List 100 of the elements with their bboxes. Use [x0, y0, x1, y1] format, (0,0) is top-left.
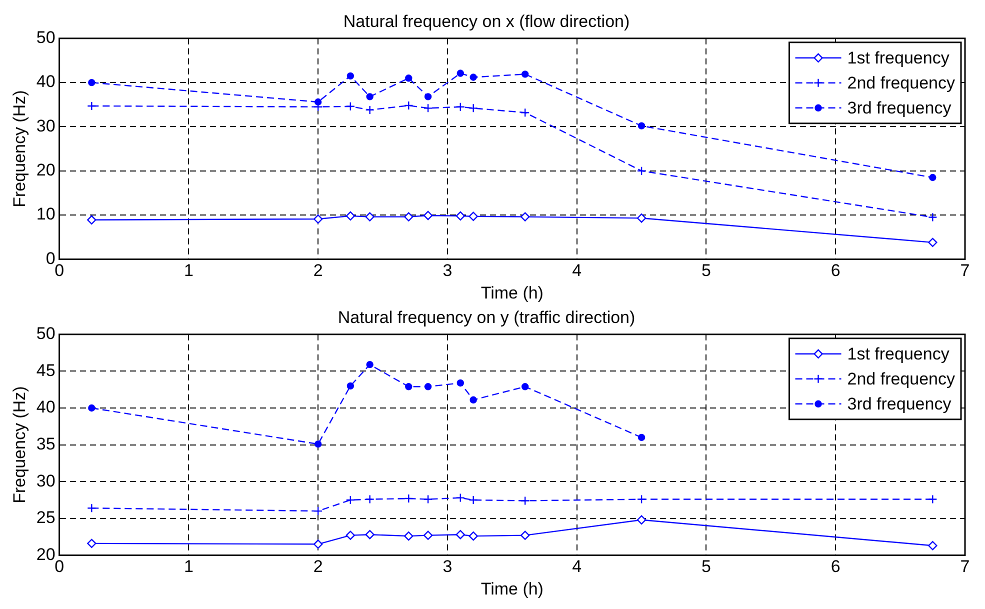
point — [365, 530, 374, 540]
point — [521, 70, 529, 78]
point — [456, 70, 464, 77]
point — [520, 212, 530, 222]
point — [636, 166, 646, 176]
point — [365, 212, 374, 222]
y-tick-label: 20 — [36, 544, 56, 564]
point — [404, 494, 414, 504]
y-axis-title: Frequency (Hz) — [10, 386, 29, 504]
point — [313, 506, 323, 516]
point — [346, 211, 356, 221]
point — [468, 495, 478, 505]
point — [404, 100, 414, 110]
point — [456, 211, 465, 221]
point — [928, 238, 938, 248]
point — [423, 494, 433, 504]
point — [313, 214, 323, 224]
point — [346, 102, 356, 112]
point — [366, 360, 374, 368]
point — [313, 540, 323, 549]
point — [928, 494, 938, 504]
point — [424, 383, 432, 390]
chart-title: Natural frequency on x (flow direction) — [343, 12, 630, 31]
point — [470, 396, 477, 404]
point — [365, 494, 374, 504]
point — [468, 212, 478, 221]
point — [87, 101, 96, 111]
point — [928, 541, 938, 550]
point — [423, 530, 433, 540]
x-tick-label: 1 — [184, 557, 194, 576]
point — [87, 538, 96, 548]
point — [470, 74, 477, 81]
point — [520, 108, 530, 118]
point — [929, 174, 936, 182]
y-tick-label: 40 — [36, 398, 56, 417]
point — [405, 74, 412, 82]
point — [928, 212, 938, 222]
y-tick-label: 50 — [36, 324, 56, 344]
x-tick-label: 2 — [313, 261, 323, 280]
point — [404, 212, 414, 222]
legend-label: 1st frequency — [847, 344, 950, 364]
point — [87, 503, 96, 513]
point — [366, 93, 374, 100]
y-tick-label: 0 — [46, 248, 56, 268]
y-tick-label: 10 — [36, 204, 56, 224]
x-tick-label: 6 — [830, 261, 840, 280]
legend-label: 3rd frequency — [847, 98, 952, 118]
point — [520, 530, 530, 540]
point — [636, 515, 646, 524]
y-tick-label: 35 — [36, 434, 56, 454]
x-tick-label: 4 — [572, 261, 582, 280]
x-tick-label: 2 — [313, 557, 323, 576]
y-tick-label: 20 — [36, 160, 56, 180]
y-tick-label: 50 — [36, 28, 56, 48]
chart-title: Natural frequency on y (traffic direction) — [338, 308, 636, 327]
point — [87, 215, 96, 224]
y-tick-label: 25 — [36, 508, 56, 528]
point — [636, 494, 646, 504]
legend-label: 2nd frequency — [847, 370, 956, 389]
x-tick-label: 7 — [960, 261, 970, 280]
x-tick-label: 7 — [960, 557, 970, 576]
point — [365, 105, 374, 115]
point — [520, 496, 530, 506]
x-axis-title: Time (h) — [480, 579, 544, 598]
legend-label: 1st frequency — [847, 48, 950, 68]
y-tick-label: 30 — [36, 471, 56, 490]
x-tick-label: 3 — [442, 557, 452, 576]
x-tick-label: 5 — [701, 261, 711, 280]
x-tick-label: 1 — [184, 261, 194, 280]
point — [346, 530, 356, 540]
point — [314, 98, 322, 106]
legend-label: 3rd frequency — [847, 394, 952, 414]
y-tick-label: 45 — [36, 360, 56, 380]
point — [468, 531, 478, 541]
point — [638, 434, 646, 442]
point — [314, 440, 322, 448]
point — [404, 531, 414, 541]
point — [521, 383, 529, 390]
x-tick-label: 6 — [830, 557, 840, 576]
point — [456, 530, 465, 540]
point — [423, 104, 433, 113]
point — [346, 72, 354, 80]
point — [423, 210, 433, 220]
y-tick-label: 30 — [36, 116, 56, 136]
x-tick-label: 5 — [701, 557, 711, 576]
point — [638, 122, 646, 130]
point — [468, 104, 478, 113]
point — [636, 214, 646, 223]
point — [405, 383, 412, 390]
point — [456, 379, 464, 387]
point — [456, 493, 465, 502]
point — [88, 78, 96, 86]
x-tick-label: 4 — [572, 557, 582, 576]
point — [88, 404, 96, 412]
y-axis-title: Frequency (Hz) — [10, 90, 29, 208]
legend-label: 2nd frequency — [847, 74, 956, 93]
y-tick-label: 40 — [36, 72, 56, 92]
x-tick-label: 3 — [442, 261, 452, 280]
x-axis-title: Time (h) — [480, 283, 544, 302]
point — [456, 102, 465, 112]
